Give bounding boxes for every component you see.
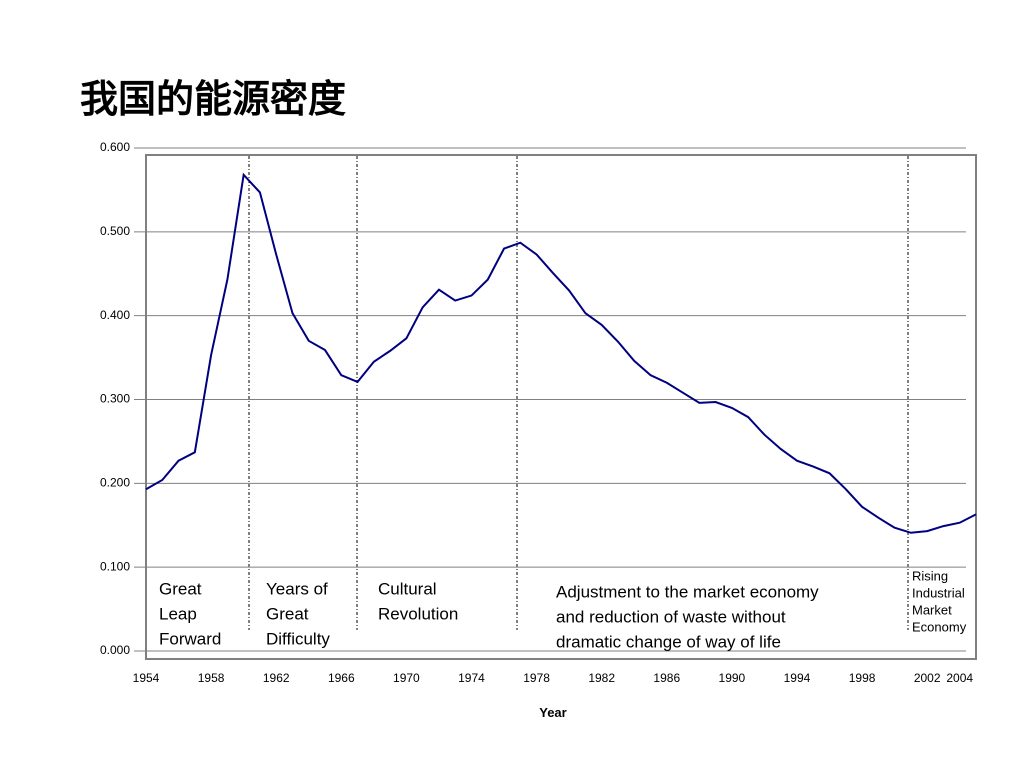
annotation: Forward — [159, 629, 221, 648]
x-tick-label: 1990 — [719, 671, 746, 685]
x-tick-label: 1970 — [393, 671, 420, 685]
annotation: and reduction of waste without — [556, 607, 786, 626]
x-tick-label: 1998 — [849, 671, 876, 685]
y-tick-label: 0.200 — [100, 476, 130, 490]
x-tick-label: 2002 — [914, 671, 941, 685]
annotation: Leap — [159, 604, 197, 623]
annotation: Economy — [912, 619, 967, 634]
x-tick-label: 1986 — [653, 671, 680, 685]
y-tick-label: 0.600 — [100, 140, 130, 154]
annotation: Industrial — [912, 585, 965, 600]
y-tick-label: 0.400 — [100, 308, 130, 322]
plot-frame — [145, 154, 977, 660]
x-tick-label: 1974 — [458, 671, 485, 685]
annotation: Years of — [266, 579, 328, 598]
x-tick-label: 1978 — [523, 671, 550, 685]
period-dividers — [248, 156, 909, 630]
chart-title: 我国的能源密度 — [80, 76, 346, 121]
annotation: Revolution — [378, 604, 458, 623]
annotation: Great — [159, 579, 202, 598]
x-tick-label: 1958 — [198, 671, 225, 685]
x-tick-label: 1962 — [263, 671, 290, 685]
annotation: Rising — [912, 568, 948, 583]
data-line — [145, 172, 977, 534]
x-tick-label: 2004 — [946, 671, 973, 685]
x-tick-label: 1994 — [784, 671, 811, 685]
y-tick-label: 0.300 — [100, 392, 130, 406]
annotation: Market — [912, 602, 952, 617]
annotation: dramatic change of way of life — [556, 632, 781, 651]
x-tick-label: 1966 — [328, 671, 355, 685]
annotation: Great — [266, 604, 309, 623]
x-tick-label: 1954 — [133, 671, 160, 685]
y-tick-label: 0.000 — [100, 643, 130, 657]
y-tick-label: 0.100 — [100, 559, 130, 573]
annotation: Cultural — [378, 579, 437, 598]
y-tick-label: 0.500 — [100, 224, 130, 238]
annotation: Adjustment to the market economy — [556, 582, 819, 601]
x-tick-label: 1982 — [588, 671, 615, 685]
annotation: Difficulty — [266, 629, 330, 648]
x-axis-label: Year — [539, 705, 566, 720]
